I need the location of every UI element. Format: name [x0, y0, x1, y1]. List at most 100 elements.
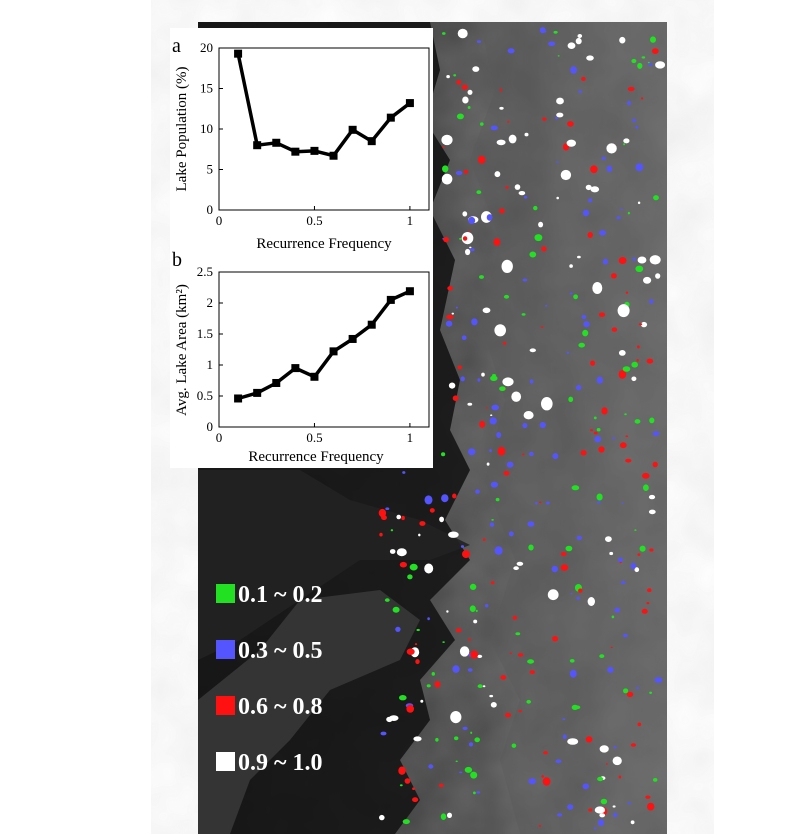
- lake-marker: [507, 48, 515, 54]
- lake-marker: [503, 341, 507, 345]
- lake-marker: [522, 453, 525, 456]
- lake-marker: [469, 246, 472, 249]
- lake-marker: [460, 376, 465, 382]
- lake-marker: [518, 710, 522, 713]
- lake-marker: [610, 646, 613, 649]
- lake-marker: [599, 230, 606, 236]
- lake-marker: [648, 803, 652, 807]
- lake-marker: [473, 619, 478, 624]
- lake-marker: [598, 312, 606, 318]
- lake-marker: [490, 375, 498, 381]
- lake-marker: [645, 795, 651, 799]
- lake-marker: [612, 756, 622, 766]
- lake-marker: [452, 395, 459, 402]
- lake-marker: [583, 321, 590, 328]
- chart-b-xtick-label-1: 0.5: [306, 430, 322, 445]
- lake-marker: [655, 61, 666, 69]
- lake-marker: [529, 379, 534, 384]
- lake-marker: [455, 628, 462, 633]
- lake-marker: [637, 62, 643, 69]
- chart-b-point-5: [329, 347, 338, 356]
- lake-marker: [632, 257, 636, 262]
- lake-marker: [406, 704, 415, 713]
- lake-marker: [522, 278, 528, 282]
- lake-marker: [479, 420, 486, 428]
- lake-marker: [477, 378, 481, 382]
- chart-a-point-6: [348, 125, 357, 134]
- lake-marker: [542, 117, 545, 120]
- chart-a-point-0: [234, 49, 243, 58]
- lake-marker: [516, 561, 524, 566]
- lake-marker: [623, 633, 628, 638]
- lake-marker: [634, 419, 641, 424]
- chart-b-ticks: 0 0.5 1 0 0.5 1 1.5 2 2.5: [197, 264, 413, 445]
- lake-marker: [399, 784, 403, 787]
- lake-marker: [625, 458, 632, 463]
- lake-marker: [409, 563, 418, 571]
- lake-marker: [475, 489, 480, 494]
- lake-marker: [617, 304, 630, 318]
- lake-marker: [398, 766, 406, 775]
- lake-marker: [631, 361, 638, 368]
- lake-marker: [539, 422, 546, 428]
- lake-marker: [593, 431, 598, 435]
- lake-marker: [634, 529, 637, 531]
- lake-marker: [630, 820, 635, 825]
- lake-marker: [482, 538, 486, 541]
- lake-marker: [424, 495, 433, 505]
- lake-marker: [616, 216, 621, 220]
- lake-marker: [414, 643, 418, 646]
- lake-marker: [611, 327, 618, 332]
- lake-marker: [582, 783, 590, 790]
- lake-marker: [648, 494, 656, 500]
- lake-marker: [655, 273, 661, 279]
- lake-marker: [636, 686, 639, 690]
- chart-a-xtick-label-2: 1: [407, 213, 414, 228]
- lake-marker: [619, 36, 626, 44]
- lake-marker: [467, 106, 471, 109]
- lake-marker: [490, 581, 495, 585]
- lake-marker: [455, 760, 458, 763]
- legend-swatch-1: [216, 640, 235, 659]
- lake-marker: [588, 808, 593, 812]
- lake-marker: [539, 27, 546, 34]
- lake-marker: [569, 669, 577, 678]
- lake-marker: [641, 608, 648, 614]
- lake-marker: [460, 545, 465, 548]
- lake-marker: [630, 562, 636, 570]
- lake-marker: [565, 545, 573, 552]
- lake-marker: [592, 282, 603, 294]
- lake-marker: [511, 743, 517, 748]
- lake-marker: [493, 238, 501, 246]
- legend-label-3: 0.9 ~ 1.0: [238, 750, 322, 776]
- lake-marker: [474, 737, 481, 743]
- lake-marker: [585, 184, 592, 191]
- lake-marker: [600, 798, 608, 805]
- panel-label-b: b: [172, 249, 182, 271]
- lake-marker: [556, 196, 559, 200]
- chart-b-series: [234, 287, 414, 403]
- lake-marker: [385, 507, 390, 511]
- lake-marker: [588, 198, 593, 203]
- lake-marker: [454, 736, 459, 741]
- chart-b-point-8: [386, 295, 395, 304]
- lake-marker: [462, 550, 470, 559]
- lake-marker: [594, 436, 602, 443]
- lake-marker: [392, 606, 400, 613]
- chart-b-point-3: [291, 364, 300, 373]
- lake-marker: [427, 617, 430, 621]
- chart-b-xtick-label-2: 1: [407, 430, 414, 445]
- lake-marker: [420, 699, 424, 703]
- lake-marker: [585, 736, 593, 743]
- lake-marker: [620, 581, 626, 584]
- lake-marker: [406, 648, 415, 655]
- lake-marker: [640, 321, 648, 328]
- lake-marker: [489, 449, 492, 453]
- lake-marker: [424, 563, 434, 574]
- lake-marker: [401, 515, 405, 521]
- chart-a-point-8: [386, 113, 395, 122]
- lake-marker: [412, 797, 419, 803]
- chart-b-ytick-label-1: 0.5: [197, 388, 213, 403]
- lake-marker: [566, 351, 570, 354]
